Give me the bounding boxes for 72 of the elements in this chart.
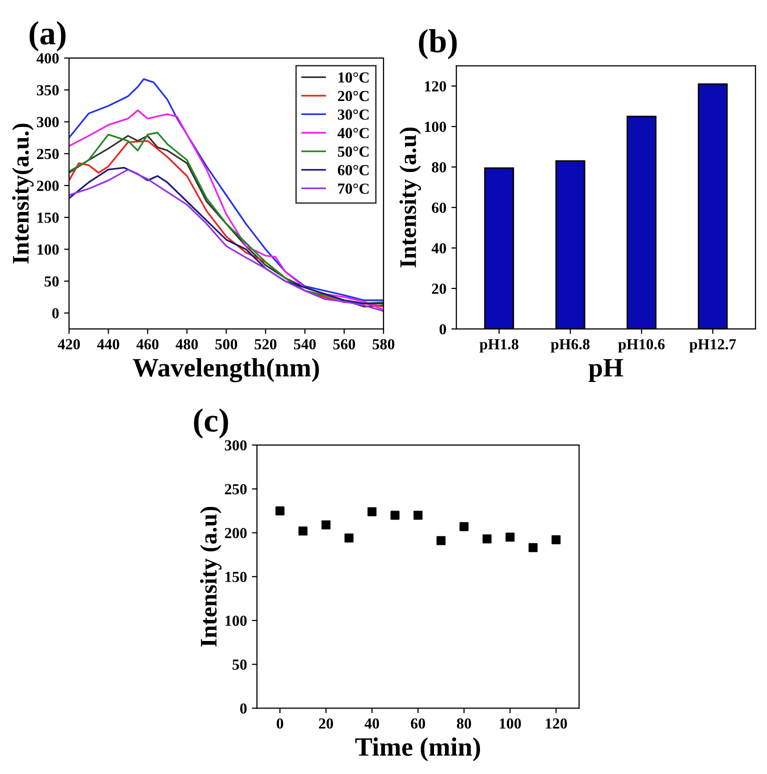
x-tick-label: 440 <box>97 339 120 350</box>
y-tick-label: 200 <box>37 180 59 191</box>
y-tick-label: 120 <box>424 81 446 92</box>
legend-label: 40°C <box>338 128 369 138</box>
x-tick-label: 520 <box>254 339 276 350</box>
y-tick-label: 50 <box>44 276 59 287</box>
legend-label: 30°C <box>338 109 369 120</box>
x-tick-label: 460 <box>136 339 159 350</box>
x-tick-label: 60 <box>410 718 426 729</box>
x-tick-label: 0 <box>276 718 284 729</box>
point <box>414 510 423 520</box>
chart-title: (b) <box>418 29 457 60</box>
y-tick-label: 80 <box>432 162 446 172</box>
y-tick-label: 300 <box>36 116 59 128</box>
x-tick-label: pH12.7 <box>689 339 736 353</box>
y-tick-label: 150 <box>38 212 59 223</box>
y-axis-title: Intensity (a.u) <box>399 128 421 268</box>
x-axis-title: Wavelength(nm) <box>132 358 319 382</box>
point <box>460 522 469 532</box>
point <box>506 532 515 542</box>
y-tick-label: 60 <box>432 202 446 213</box>
x-tick-label: pH10.6 <box>618 339 665 353</box>
point <box>552 535 561 544</box>
x-tick-label: 560 <box>333 339 356 350</box>
y-tick-label: 20 <box>432 284 446 294</box>
y-tick-label: 350 <box>36 85 59 96</box>
y-tick-label: 200 <box>224 528 247 538</box>
point <box>367 507 376 516</box>
y-tick-label: 300 <box>224 440 247 450</box>
x-axis-title: pH <box>588 359 624 382</box>
y-tick-label: 0 <box>52 308 59 318</box>
x-axis-title: Time (min) <box>355 737 480 762</box>
x-tick-label: 480 <box>176 339 198 350</box>
x-tick-label: 20 <box>318 718 334 729</box>
y-tick-label: 250 <box>224 484 247 494</box>
y-tick-label: 250 <box>37 148 59 160</box>
x-tick-label: 500 <box>215 339 238 350</box>
chart-title: (c) <box>194 408 228 439</box>
y-axis-title: Intensity (a.u) <box>200 506 222 647</box>
legend-label: 20°C <box>338 90 369 102</box>
x-tick-label: 540 <box>294 339 316 350</box>
y-tick-label: 0 <box>440 324 446 334</box>
point <box>344 534 354 543</box>
point <box>436 536 446 546</box>
point <box>321 520 330 530</box>
legend-label: 10°C <box>338 72 369 83</box>
y-tick-label: 150 <box>226 572 247 582</box>
x-tick-label: 120 <box>546 718 567 729</box>
y-tick-label: 100 <box>226 616 247 626</box>
x-tick-label: 80 <box>456 718 472 729</box>
x-tick-label: 580 <box>372 339 394 350</box>
legend-label: 50°C <box>338 146 369 157</box>
y-tick-label: 400 <box>36 53 59 64</box>
x-tick-label: 420 <box>58 339 80 350</box>
legend-label: 60°C <box>338 164 369 176</box>
y-axis-title: Intensity(a.u.) <box>12 124 34 264</box>
chart-title: (a) <box>30 21 66 52</box>
x-tick-label: pH1.8 <box>480 339 518 353</box>
point <box>298 526 308 536</box>
x-tick-label: 100 <box>500 718 521 729</box>
point <box>390 510 400 520</box>
point <box>275 506 284 516</box>
x-tick-label: 40 <box>364 718 380 729</box>
legend-label: 70°C <box>338 184 369 194</box>
point <box>528 543 538 552</box>
y-tick-label: 100 <box>424 122 446 132</box>
y-tick-label: 0 <box>240 703 247 714</box>
x-tick-label: pH6.8 <box>550 339 590 353</box>
y-tick-label: 100 <box>38 244 59 255</box>
point <box>482 534 492 544</box>
y-tick-label: 40 <box>432 243 446 254</box>
y-tick-label: 50 <box>232 659 247 670</box>
